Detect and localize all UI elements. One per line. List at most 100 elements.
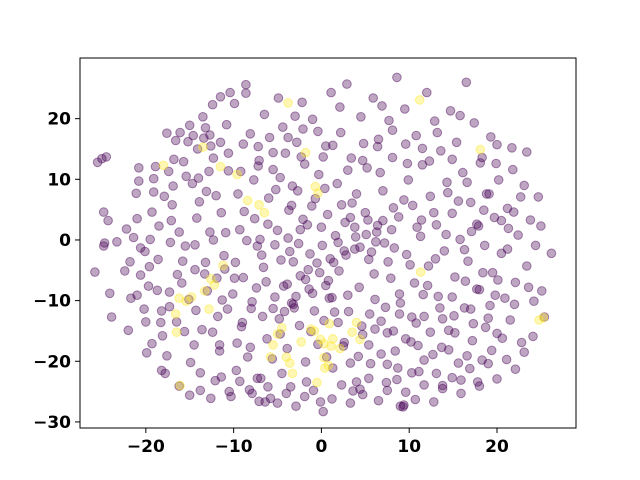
scatter-point [276, 255, 286, 265]
scatter-point [347, 198, 357, 208]
scatter-point [453, 358, 464, 368]
scatter-point [207, 327, 218, 338]
scatter-point [387, 152, 398, 163]
scatter-point [519, 180, 530, 191]
scatter-point [456, 375, 466, 385]
scatter-point [538, 312, 549, 323]
scatter-point [364, 373, 374, 384]
scatter-point [286, 298, 297, 308]
scatter-point [324, 318, 335, 329]
scatter-point [355, 242, 365, 252]
scatter-point [479, 240, 490, 251]
scatter-point [177, 278, 187, 288]
scatter-point [105, 288, 115, 299]
scatter-point [195, 368, 206, 378]
scatter-point [321, 352, 332, 362]
scatter-point [215, 137, 226, 148]
scatter-point [371, 227, 382, 237]
scatter-point [395, 401, 406, 412]
scatter-point [415, 267, 426, 277]
scatter-point [164, 301, 175, 312]
scatter-point [306, 324, 316, 334]
scatter-point [515, 192, 526, 202]
scatter-point [462, 351, 472, 361]
scatter-point [430, 253, 441, 264]
scatter-point [154, 221, 164, 231]
scatter-point [339, 337, 350, 348]
scatter-point [164, 287, 175, 297]
scatter-point [283, 132, 293, 143]
scatter-point [381, 377, 392, 388]
scatter-point [407, 200, 418, 211]
scatter-point [492, 139, 502, 150]
scatter-point [213, 311, 223, 322]
scatter-point [357, 155, 368, 166]
scatter-point [425, 327, 436, 338]
scatter-point [323, 360, 334, 371]
scatter-point [270, 240, 280, 250]
scatter-point [491, 158, 501, 169]
scatter-point [309, 306, 320, 316]
scatter-point [431, 220, 442, 230]
scatter-point [242, 195, 253, 206]
x-axis: −20 −10 0 10 20 [127, 428, 509, 457]
scatter-point [386, 224, 397, 235]
scatter-point [351, 189, 362, 199]
scatter-point [321, 141, 331, 151]
scatter-point [153, 254, 163, 265]
scatter-point [170, 309, 181, 319]
scatter-point [235, 376, 245, 387]
scatter-point [350, 244, 360, 254]
scatter-point [400, 139, 411, 149]
scatter-point [310, 193, 321, 204]
scatter-point [363, 215, 373, 225]
scatter-point [289, 303, 300, 313]
scatter-point [254, 200, 264, 210]
scatter-point [366, 247, 377, 257]
scatter-point [329, 307, 340, 317]
scatter-point [208, 153, 219, 163]
scatter-point [340, 217, 350, 228]
scatter-point [300, 274, 311, 285]
data-points [90, 72, 557, 417]
scatter-point [313, 339, 323, 350]
scatter-point [417, 160, 428, 170]
scatter-point [492, 328, 502, 339]
scatter-point [378, 215, 388, 226]
scatter-point [479, 205, 489, 215]
scatter-point [231, 365, 242, 376]
scatter-point [268, 303, 278, 314]
scatter-point [401, 249, 412, 260]
scatter-point [465, 304, 476, 314]
scatter-point [519, 347, 530, 358]
scatter-point [355, 334, 365, 345]
scatter-point [295, 224, 306, 235]
scatter-point [389, 243, 400, 253]
scatter-point [362, 163, 372, 173]
scatter-point [463, 256, 473, 267]
scatter-point [171, 317, 182, 327]
scatter-point [132, 213, 142, 224]
scatter-point [365, 358, 376, 369]
scatter-point [368, 93, 379, 103]
scatter-point [172, 269, 183, 280]
scatter-point [98, 207, 109, 217]
scatter-point [294, 320, 305, 331]
scatter-point [272, 329, 283, 339]
scatter-point [174, 381, 184, 391]
scatter-point [301, 377, 312, 387]
scatter-point [282, 343, 293, 354]
scatter-point [373, 134, 384, 145]
scatter-point [443, 345, 454, 355]
scatter-point [171, 327, 182, 338]
scatter-point [223, 148, 234, 158]
scatter-point [326, 341, 336, 351]
scatter-point [459, 244, 470, 255]
scatter-point [200, 257, 211, 268]
scatter-point [278, 122, 288, 132]
scatter-point [175, 380, 185, 391]
scatter-point [247, 297, 257, 307]
scatter-point [392, 374, 402, 385]
scatter-point [341, 250, 351, 260]
scatter-point [271, 184, 281, 195]
